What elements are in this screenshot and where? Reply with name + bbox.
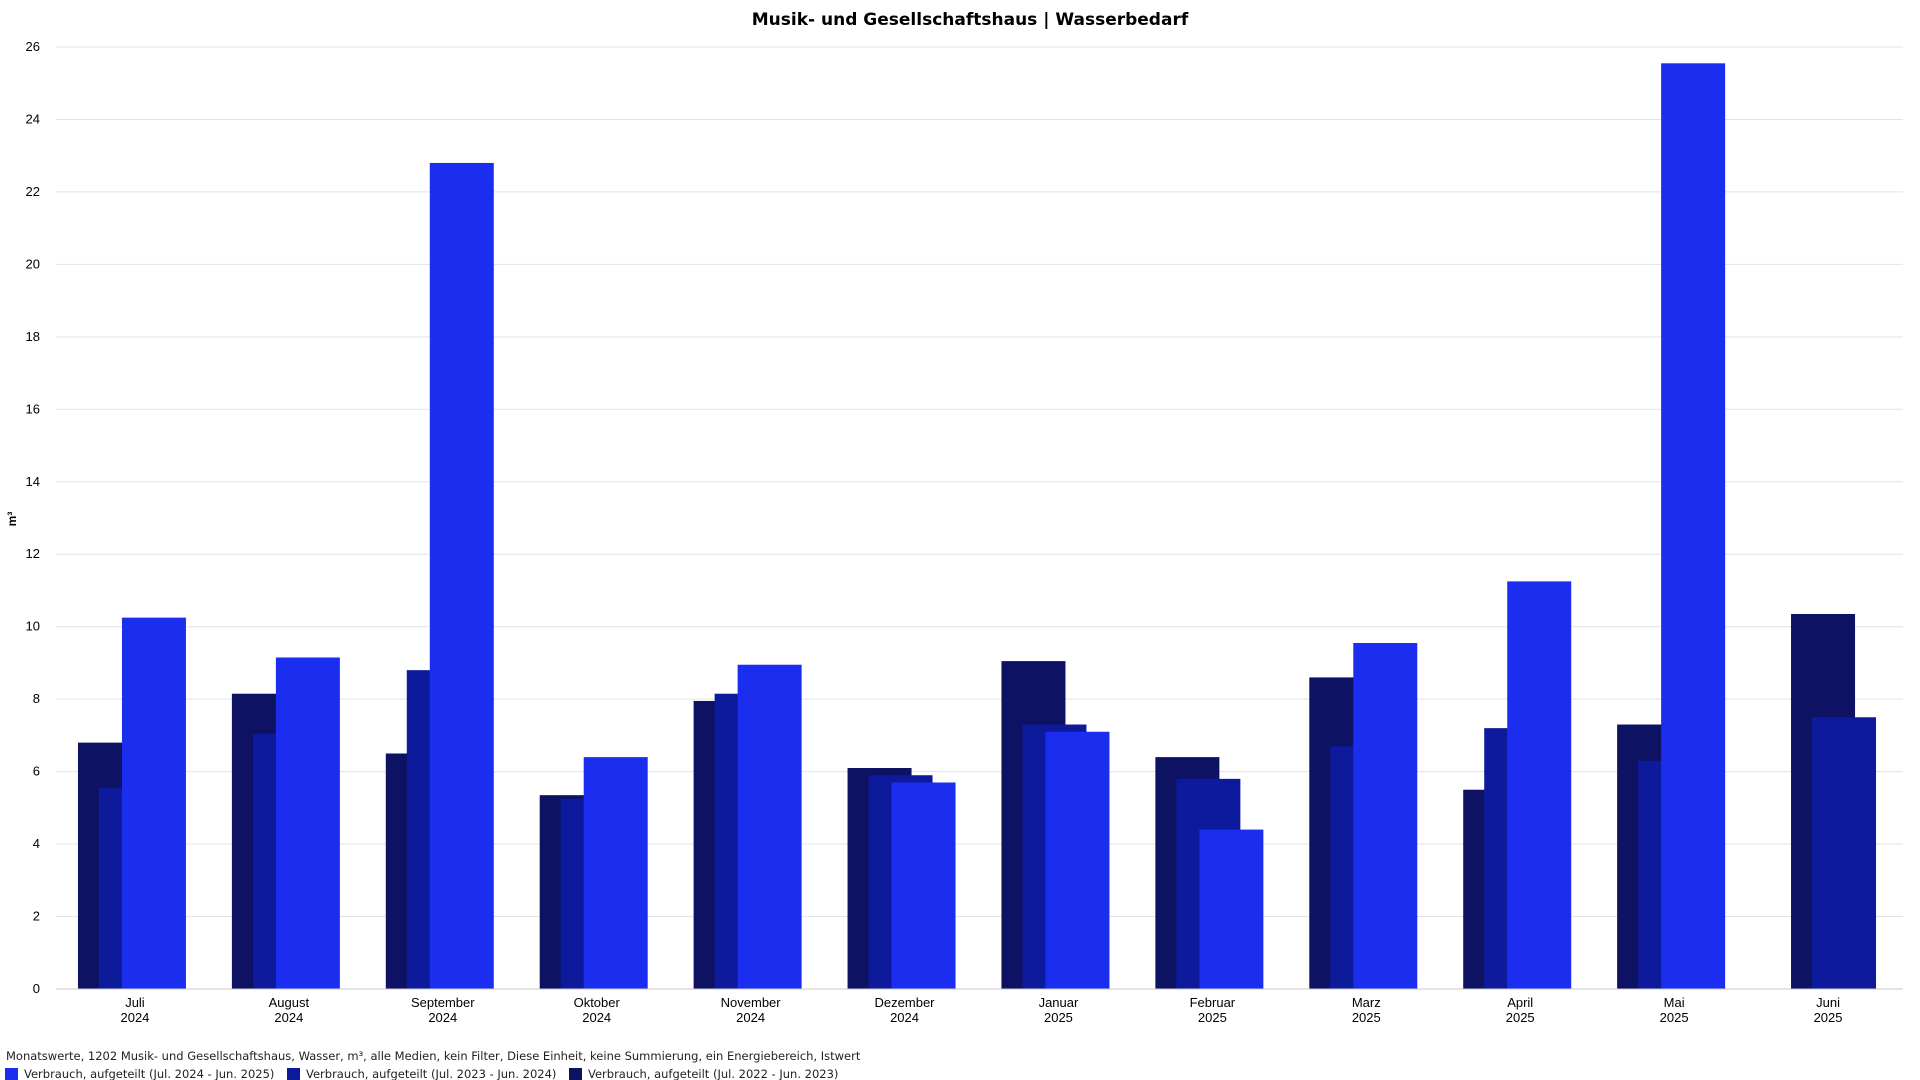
x-tick-label-month: August bbox=[269, 995, 310, 1010]
bar[interactable] bbox=[737, 664, 802, 989]
x-tick-label-month: November bbox=[721, 995, 782, 1010]
y-tick-label: 24 bbox=[26, 111, 40, 126]
y-tick-label: 2 bbox=[33, 909, 40, 924]
bar[interactable] bbox=[1353, 642, 1418, 989]
x-tick-label-year: 2025 bbox=[1352, 1010, 1381, 1025]
bars bbox=[77, 63, 1877, 990]
y-tick-label: 6 bbox=[33, 764, 40, 779]
legend-item[interactable]: Verbrauch, aufgeteilt (Jul. 2022 - Jun. … bbox=[569, 1067, 851, 1080]
legend-item[interactable]: Verbrauch, aufgeteilt (Jul. 2024 - Jun. … bbox=[5, 1067, 287, 1080]
x-tick-label-year: 2024 bbox=[120, 1010, 149, 1025]
gridlines bbox=[56, 46, 1903, 918]
y-tick-label: 18 bbox=[26, 329, 40, 344]
y-tick-label: 16 bbox=[26, 401, 40, 416]
y-tick-label: 22 bbox=[26, 184, 40, 199]
y-tick-label: 14 bbox=[26, 474, 40, 489]
x-tick-label-month: Juni bbox=[1816, 995, 1840, 1010]
chart-description: Monatswerte, 1202 Musik- und Gesellschaf… bbox=[6, 1049, 861, 1063]
legend-label: Verbrauch, aufgeteilt (Jul. 2024 - Jun. … bbox=[24, 1067, 275, 1080]
bar[interactable] bbox=[1507, 581, 1572, 989]
y-tick-label: 12 bbox=[26, 546, 40, 561]
y-axis-label: m³ bbox=[5, 512, 19, 527]
x-tick-label-year: 2025 bbox=[1044, 1010, 1073, 1025]
x-tick-label-month: Mai bbox=[1664, 995, 1685, 1010]
x-tick-label-year: 2025 bbox=[1198, 1010, 1227, 1025]
x-tick-label-month: Dezember bbox=[875, 995, 936, 1010]
legend: Verbrauch, aufgeteilt (Jul. 2024 - Jun. … bbox=[5, 1067, 851, 1080]
legend-label: Verbrauch, aufgeteilt (Jul. 2022 - Jun. … bbox=[588, 1067, 839, 1080]
x-tick-label-month: Januar bbox=[1039, 995, 1079, 1010]
x-tick-label-month: Juli bbox=[125, 995, 145, 1010]
x-tick-label-year: 2025 bbox=[1660, 1010, 1689, 1025]
x-tick-label-month: September bbox=[411, 995, 475, 1010]
bar[interactable] bbox=[891, 782, 956, 989]
y-tick-label: 4 bbox=[33, 836, 40, 851]
bar[interactable] bbox=[1045, 731, 1110, 989]
legend-swatch bbox=[5, 1067, 18, 1080]
x-tick-label-month: April bbox=[1507, 995, 1533, 1010]
x-tick-label-year: 2024 bbox=[428, 1010, 457, 1025]
x-tick-label-month: Oktober bbox=[574, 995, 621, 1010]
legend-swatch bbox=[569, 1067, 582, 1080]
x-tick-label-year: 2025 bbox=[1506, 1010, 1535, 1025]
bar[interactable] bbox=[1812, 717, 1877, 989]
bar[interactable] bbox=[1661, 63, 1726, 990]
bar[interactable] bbox=[121, 617, 186, 989]
bar[interactable] bbox=[1199, 829, 1264, 989]
y-tick-label: 26 bbox=[26, 39, 40, 54]
x-tick-label-month: Februar bbox=[1190, 995, 1236, 1010]
y-tick-label: 10 bbox=[26, 619, 40, 634]
legend-item[interactable]: Verbrauch, aufgeteilt (Jul. 2023 - Jun. … bbox=[287, 1067, 569, 1080]
y-tick-label: 8 bbox=[33, 691, 40, 706]
legend-label: Verbrauch, aufgeteilt (Jul. 2023 - Jun. … bbox=[306, 1067, 557, 1080]
x-tick-label-year: 2024 bbox=[582, 1010, 611, 1025]
chart-title: Musik- und Gesellschaftshaus | Wasserbed… bbox=[752, 10, 1189, 30]
y-tick-label: 0 bbox=[33, 981, 40, 996]
x-axis-ticks: Juli2024August2024September2024Oktober20… bbox=[120, 995, 1842, 1025]
bar[interactable] bbox=[429, 162, 494, 989]
bar[interactable] bbox=[583, 757, 648, 989]
y-tick-label: 20 bbox=[26, 256, 40, 271]
bar[interactable] bbox=[275, 657, 340, 989]
legend-swatch bbox=[287, 1067, 300, 1080]
x-tick-label-year: 2024 bbox=[274, 1010, 303, 1025]
x-tick-label-year: 2025 bbox=[1814, 1010, 1843, 1025]
x-tick-label-year: 2024 bbox=[890, 1010, 919, 1025]
x-tick-label-year: 2024 bbox=[736, 1010, 765, 1025]
x-tick-label-month: Marz bbox=[1352, 995, 1381, 1010]
